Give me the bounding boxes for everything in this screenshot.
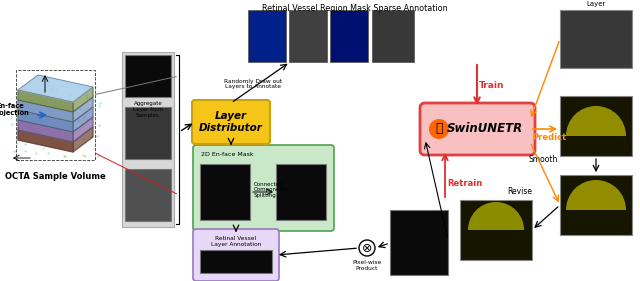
Text: Revise: Revise xyxy=(508,187,532,196)
Circle shape xyxy=(429,119,449,139)
Bar xyxy=(460,200,532,260)
Polygon shape xyxy=(18,75,93,102)
Polygon shape xyxy=(18,90,73,112)
FancyBboxPatch shape xyxy=(420,103,535,155)
Bar xyxy=(200,250,272,273)
Polygon shape xyxy=(18,130,73,152)
Bar xyxy=(248,10,286,62)
Polygon shape xyxy=(18,120,73,142)
Text: Retrain: Retrain xyxy=(447,178,483,187)
Wedge shape xyxy=(566,106,626,136)
Text: En-face
Projection: En-face Projection xyxy=(0,103,29,117)
Text: Train: Train xyxy=(479,81,504,90)
Wedge shape xyxy=(566,180,626,210)
Bar xyxy=(289,10,327,62)
Polygon shape xyxy=(73,117,93,142)
Polygon shape xyxy=(73,127,93,152)
Bar xyxy=(560,175,632,235)
Bar xyxy=(560,96,632,156)
Circle shape xyxy=(359,240,375,256)
Wedge shape xyxy=(468,202,524,230)
Text: ⊗: ⊗ xyxy=(362,241,372,255)
Text: 2D En-face Mask: 2D En-face Mask xyxy=(201,152,253,157)
Text: Predict: Predict xyxy=(532,133,566,142)
FancyBboxPatch shape xyxy=(192,100,270,144)
Text: Layer
Distributor: Layer Distributor xyxy=(199,111,263,133)
Polygon shape xyxy=(73,97,93,122)
Bar xyxy=(122,52,174,227)
Bar xyxy=(372,10,414,62)
Text: Connected
Components
Splitting: Connected Components Splitting xyxy=(254,182,289,198)
Text: Retinal Vessel Region Mask Sparse Annotation: Retinal Vessel Region Mask Sparse Annota… xyxy=(262,4,448,13)
Text: Unannotated
Layer: Unannotated Layer xyxy=(573,0,619,7)
Text: SwinUNETR: SwinUNETR xyxy=(447,123,523,135)
Bar xyxy=(560,10,632,68)
FancyBboxPatch shape xyxy=(193,145,334,231)
Text: Aggregate
Layer from
Samples: Aggregate Layer from Samples xyxy=(133,101,163,118)
Polygon shape xyxy=(73,107,93,132)
Bar xyxy=(276,164,326,220)
Bar xyxy=(125,55,171,97)
Bar xyxy=(390,210,448,275)
Text: 🔥: 🔥 xyxy=(435,123,443,135)
Polygon shape xyxy=(73,87,93,112)
Bar xyxy=(125,107,171,159)
Bar xyxy=(330,10,368,62)
Text: Randomly Draw out
Layers to Annotate: Randomly Draw out Layers to Annotate xyxy=(224,79,282,89)
Bar xyxy=(200,164,250,220)
Text: Pixel-wise
Product: Pixel-wise Product xyxy=(353,260,381,271)
Bar xyxy=(125,169,171,221)
Polygon shape xyxy=(18,100,73,122)
Text: Retinal Vessel
Layer Annotation: Retinal Vessel Layer Annotation xyxy=(211,236,261,247)
Text: OCTA Sample Volume: OCTA Sample Volume xyxy=(4,172,106,181)
Text: Smooth: Smooth xyxy=(529,155,558,164)
FancyBboxPatch shape xyxy=(193,229,279,281)
Polygon shape xyxy=(18,110,73,132)
